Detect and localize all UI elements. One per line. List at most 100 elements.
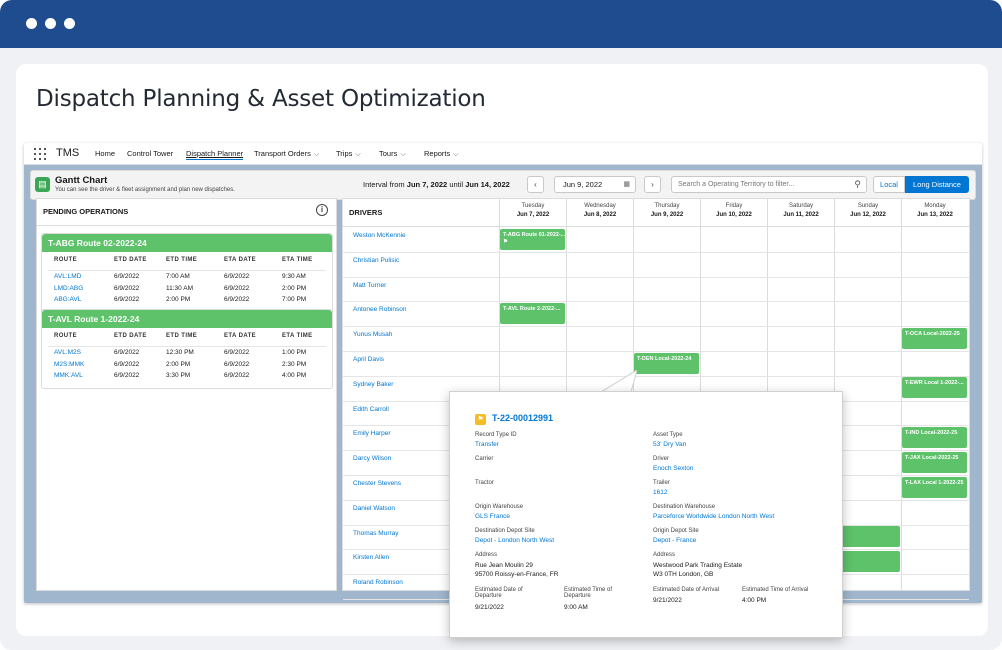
- day-column-header: Thursday Jun 9, 2022: [633, 199, 700, 227]
- cell-route[interactable]: MMK:AVL: [54, 372, 83, 379]
- nav-item-home[interactable]: Home: [95, 149, 116, 158]
- day-column-header: Tuesday Jun 7, 2022: [499, 199, 566, 227]
- trip-bar-label: T-JAX Local-2022-25: [905, 454, 959, 461]
- driver-link[interactable]: Sydney Baker: [353, 380, 394, 388]
- cell-etd-time: 2:00 PM: [166, 296, 191, 303]
- trip-bar[interactable]: T-LAX Local 1-2022-25: [902, 476, 967, 498]
- pending-card: T-AVL Route 1-2022-24 ROUTE ETD DATE ETD TI…: [41, 309, 333, 389]
- nav-item-transport-orders[interactable]: Transport Orders ⌵: [254, 149, 319, 159]
- column-header: ETA DATE: [224, 333, 257, 339]
- trip-bar[interactable]: T-JAX Local-2022-25: [902, 451, 967, 473]
- driver-link[interactable]: Weston McKennie: [353, 232, 406, 239]
- table-row: AVL:LMD 6/9/2022 7:00 AM 6/9/2022 9:30 AM: [42, 271, 332, 283]
- driver-link[interactable]: Yunus Musah: [353, 331, 393, 339]
- nav-label: Trips: [336, 149, 353, 158]
- cell-route[interactable]: AVL:M2S: [54, 349, 81, 356]
- cell-etd-time: 11:30 AM: [166, 284, 193, 292]
- day-of-week: Monday: [924, 203, 946, 209]
- next-week-button[interactable]: ›: [644, 176, 661, 193]
- flag-icon: ⚑: [503, 238, 508, 245]
- field-label: Destination Warehouse: [653, 504, 716, 510]
- search-placeholder: Search a Operating Territory to filter..…: [678, 181, 795, 188]
- grid-column-line: [901, 227, 902, 590]
- field-value[interactable]: Parceforce Worldwide London North West: [653, 513, 775, 520]
- field-value[interactable]: GLS France: [475, 513, 511, 520]
- column-header: ROUTE: [54, 257, 77, 263]
- chevron-down-icon: ⌵: [453, 151, 459, 158]
- column-header: ETD TIME: [166, 333, 198, 339]
- field-value[interactable]: 1612: [653, 489, 668, 496]
- trip-bar[interactable]: T-IND Local-2022-25: [902, 426, 967, 448]
- driver-link[interactable]: Thomas Murray: [353, 529, 399, 537]
- prev-week-button[interactable]: ‹: [527, 176, 544, 193]
- cell-route[interactable]: LMD:ABG: [54, 284, 84, 292]
- etd-date-label-line2: Departure: [475, 593, 502, 599]
- local-toggle-button[interactable]: Local: [873, 176, 905, 193]
- calendar-icon[interactable]: ▦: [623, 181, 630, 188]
- territory-search-input[interactable]: Search a Operating Territory to filter..…: [671, 176, 867, 193]
- cell-route[interactable]: M2S:MMK: [54, 360, 85, 368]
- cell-etd-date: 6/9/2022: [114, 284, 140, 292]
- driver-link[interactable]: Christian Pulisic: [353, 256, 400, 264]
- trip-bar[interactable]: [835, 526, 900, 548]
- cell-eta-time: 1:00 PM: [282, 349, 307, 356]
- table-row: MMK:AVL 6/9/2022 3:30 PM 6/9/2022 4:00 PM: [42, 370, 332, 382]
- trip-icon: ⚑: [475, 414, 486, 425]
- trip-name-link[interactable]: T-22-00012991: [492, 413, 554, 423]
- trip-bar[interactable]: T-DEN Local-2022-24: [634, 352, 699, 374]
- nav-item-reports[interactable]: Reports ⌵: [424, 149, 459, 159]
- field-value[interactable]: Enoch Sexton: [653, 465, 694, 472]
- destination-address-line2: W3 0TH London, GB: [653, 571, 714, 578]
- field-value[interactable]: Depot - London North West: [475, 537, 555, 544]
- long-distance-toggle-button[interactable]: Long Distance: [905, 176, 969, 193]
- nav-item-tours[interactable]: Tours ⌵: [379, 149, 406, 159]
- grid-row-line: [343, 326, 969, 328]
- trip-bar[interactable]: T-AVL Route 2-2022-...: [500, 302, 565, 324]
- driver-link[interactable]: Roland Robinson: [353, 579, 403, 587]
- trip-bar[interactable]: T-OCA Local-2022-25: [902, 327, 967, 349]
- etd-date-label-line1: Estimated Date of: [475, 587, 523, 593]
- date-picker-input[interactable]: Jun 9, 2022 ▦: [554, 176, 636, 193]
- trip-bar[interactable]: [835, 550, 900, 572]
- driver-link[interactable]: Antonee Robinson: [353, 306, 407, 314]
- pending-card-title[interactable]: T-ABG Route 02-2022-24: [42, 234, 332, 252]
- field-value[interactable]: Transfer: [475, 441, 499, 448]
- trip-bar-label: T-OCA Local-2022-25: [905, 330, 960, 337]
- nav-item-control-tower[interactable]: Control Tower: [127, 149, 174, 158]
- driver-link[interactable]: Kirsten Allen: [353, 554, 390, 562]
- driver-link[interactable]: Edith Carroll: [353, 405, 389, 413]
- column-header: ROUTE: [54, 333, 77, 339]
- app-launcher-icon[interactable]: [34, 148, 46, 160]
- destination-address-line1: Westwood Park Trading Estate: [653, 562, 743, 569]
- pending-card-title[interactable]: T-AVL Route 1-2022-24: [42, 310, 332, 328]
- trip-bar[interactable]: T-ABG Route 01-2022-... ⚑: [500, 228, 565, 250]
- field-value[interactable]: Depot - France: [653, 537, 697, 544]
- driver-link[interactable]: April Davis: [353, 356, 385, 363]
- field-label: Origin Warehouse: [475, 504, 524, 510]
- cell-route[interactable]: ABG:AVL: [54, 296, 82, 303]
- search-icon[interactable]: ⚲: [854, 179, 861, 189]
- address-label: Address: [653, 552, 676, 558]
- nav-item-trips[interactable]: Trips ⌵: [336, 149, 361, 159]
- day-column-header: Friday Jun 10, 2022: [700, 199, 767, 227]
- popover-pointer: [601, 370, 637, 392]
- day-column-header: Monday Jun 13, 2022: [901, 199, 968, 227]
- day-column-header: Wednesday Jun 8, 2022: [566, 199, 633, 227]
- grid-row-line: [343, 276, 969, 278]
- interval-start: Jun 7, 2022: [406, 180, 448, 189]
- address-label: Address: [475, 552, 498, 558]
- day-column-header: Saturday Jun 11, 2022: [767, 199, 834, 227]
- driver-link[interactable]: Chester Stevens: [353, 480, 402, 487]
- trip-detail-popover: ⚑ T-22-00012991 Record Type ID Transfer As…: [449, 391, 843, 638]
- driver-link[interactable]: Emily Harper: [353, 430, 391, 438]
- cell-route[interactable]: AVL:LMD: [54, 273, 82, 280]
- driver-link[interactable]: Darcy Wilson: [353, 455, 392, 463]
- field-value[interactable]: 53' Dry Van: [653, 441, 687, 448]
- cell-eta-date: 6/9/2022: [224, 273, 250, 280]
- driver-link[interactable]: Daniel Watson: [353, 504, 396, 512]
- driver-link[interactable]: Matt Turner: [353, 281, 387, 289]
- nav-item-dispatch-planner[interactable]: Dispatch Planner: [186, 149, 244, 160]
- trip-bar[interactable]: T-EWR Local 1-2022-...: [902, 377, 967, 399]
- field-label: Tractor: [475, 480, 494, 486]
- info-icon[interactable]: i: [316, 204, 328, 216]
